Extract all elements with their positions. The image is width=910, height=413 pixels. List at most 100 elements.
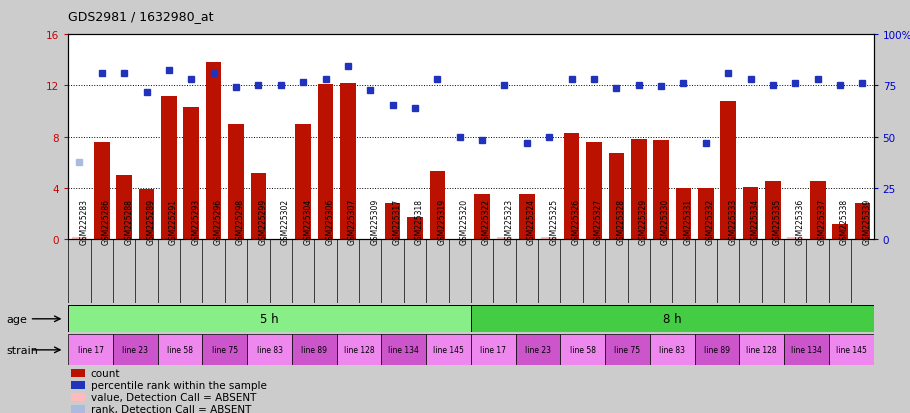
Bar — [248, 335, 292, 366]
Text: line 89: line 89 — [301, 346, 328, 354]
Bar — [474, 195, 490, 240]
Text: line 83: line 83 — [257, 346, 283, 354]
Text: percentile rank within the sample: percentile rank within the sample — [91, 380, 267, 390]
Text: GSM225286: GSM225286 — [102, 199, 111, 244]
Text: line 17: line 17 — [480, 346, 506, 354]
Bar — [471, 306, 874, 332]
Bar — [203, 335, 248, 366]
Bar — [72, 237, 87, 240]
Text: GSM225338: GSM225338 — [840, 199, 849, 244]
Bar — [71, 369, 86, 377]
Text: GSM225318: GSM225318 — [415, 199, 424, 244]
Bar — [68, 335, 113, 366]
Bar — [833, 224, 848, 240]
Text: line 58: line 58 — [570, 346, 596, 354]
Text: GSM225293: GSM225293 — [191, 199, 200, 244]
Text: GSM225339: GSM225339 — [863, 199, 872, 244]
Bar — [381, 335, 426, 366]
Text: GSM225324: GSM225324 — [527, 199, 536, 244]
Text: GSM225304: GSM225304 — [303, 199, 312, 244]
Text: GSM225327: GSM225327 — [594, 199, 603, 244]
Bar — [765, 182, 781, 240]
Text: GSM225302: GSM225302 — [281, 199, 289, 244]
Bar — [721, 102, 736, 240]
Text: line 83: line 83 — [659, 346, 685, 354]
Text: line 134: line 134 — [389, 346, 420, 354]
Bar — [586, 142, 602, 240]
Bar — [138, 190, 155, 240]
Bar — [340, 84, 356, 240]
Bar — [609, 154, 624, 240]
Text: GSM225306: GSM225306 — [326, 199, 335, 244]
Text: line 89: line 89 — [704, 346, 730, 354]
Text: GSM225325: GSM225325 — [550, 199, 558, 244]
Text: value, Detection Call = ABSENT: value, Detection Call = ABSENT — [91, 392, 257, 402]
Bar — [206, 63, 221, 240]
Text: GSM225326: GSM225326 — [571, 199, 581, 244]
Bar — [675, 188, 692, 240]
Text: line 128: line 128 — [746, 346, 777, 354]
Text: line 75: line 75 — [614, 346, 641, 354]
Bar — [292, 335, 337, 366]
Text: GSM225333: GSM225333 — [728, 199, 737, 244]
Bar — [561, 335, 605, 366]
Bar — [113, 335, 157, 366]
Bar — [161, 97, 177, 240]
Text: 5 h: 5 h — [260, 313, 278, 325]
Text: GSM225334: GSM225334 — [751, 199, 760, 244]
Bar — [250, 173, 267, 240]
Bar — [471, 335, 516, 366]
Text: GSM225298: GSM225298 — [236, 199, 245, 244]
Bar — [739, 335, 784, 366]
Bar — [157, 335, 203, 366]
Text: GSM225309: GSM225309 — [370, 199, 379, 244]
Bar — [605, 335, 650, 366]
Text: 8 h: 8 h — [663, 313, 682, 325]
Text: GSM225329: GSM225329 — [639, 199, 648, 244]
Text: GSM225319: GSM225319 — [438, 199, 447, 244]
Text: line 134: line 134 — [791, 346, 822, 354]
Text: GSM225288: GSM225288 — [124, 199, 133, 244]
Text: line 23: line 23 — [122, 346, 148, 354]
Bar — [829, 335, 874, 366]
Bar — [541, 237, 557, 240]
Bar — [653, 141, 669, 240]
Text: age: age — [6, 314, 27, 324]
Text: count: count — [91, 368, 120, 378]
Bar — [519, 195, 535, 240]
Text: GDS2981 / 1632980_at: GDS2981 / 1632980_at — [68, 10, 214, 23]
Bar — [71, 393, 86, 401]
Text: GSM225337: GSM225337 — [818, 199, 826, 244]
Text: GSM225296: GSM225296 — [214, 199, 223, 244]
Text: GSM225331: GSM225331 — [683, 199, 693, 244]
Text: GSM225317: GSM225317 — [392, 199, 401, 244]
Text: line 58: line 58 — [167, 346, 193, 354]
Text: GSM225289: GSM225289 — [147, 199, 156, 244]
Bar — [318, 85, 333, 240]
Bar — [787, 237, 804, 240]
Bar — [71, 381, 86, 389]
Text: GSM225307: GSM225307 — [348, 199, 357, 244]
Bar — [385, 204, 400, 240]
Text: GSM225291: GSM225291 — [169, 199, 178, 244]
Text: line 75: line 75 — [212, 346, 238, 354]
Text: GSM225299: GSM225299 — [258, 199, 268, 244]
Text: GSM225320: GSM225320 — [460, 199, 469, 244]
Text: GSM225328: GSM225328 — [616, 199, 625, 244]
Bar — [228, 125, 244, 240]
Bar — [184, 108, 199, 240]
Text: strain: strain — [6, 345, 38, 355]
Bar — [743, 187, 758, 240]
Text: GSM225323: GSM225323 — [504, 199, 513, 244]
Bar — [810, 182, 825, 240]
Text: GSM225335: GSM225335 — [773, 199, 782, 244]
Bar — [854, 204, 870, 240]
Text: line 17: line 17 — [77, 346, 104, 354]
Text: GSM225330: GSM225330 — [661, 199, 670, 244]
Bar — [116, 176, 132, 240]
Text: GSM225332: GSM225332 — [706, 199, 715, 244]
Bar — [296, 125, 311, 240]
Bar — [337, 335, 381, 366]
Text: GSM225336: GSM225336 — [795, 199, 804, 244]
Bar — [564, 133, 580, 240]
